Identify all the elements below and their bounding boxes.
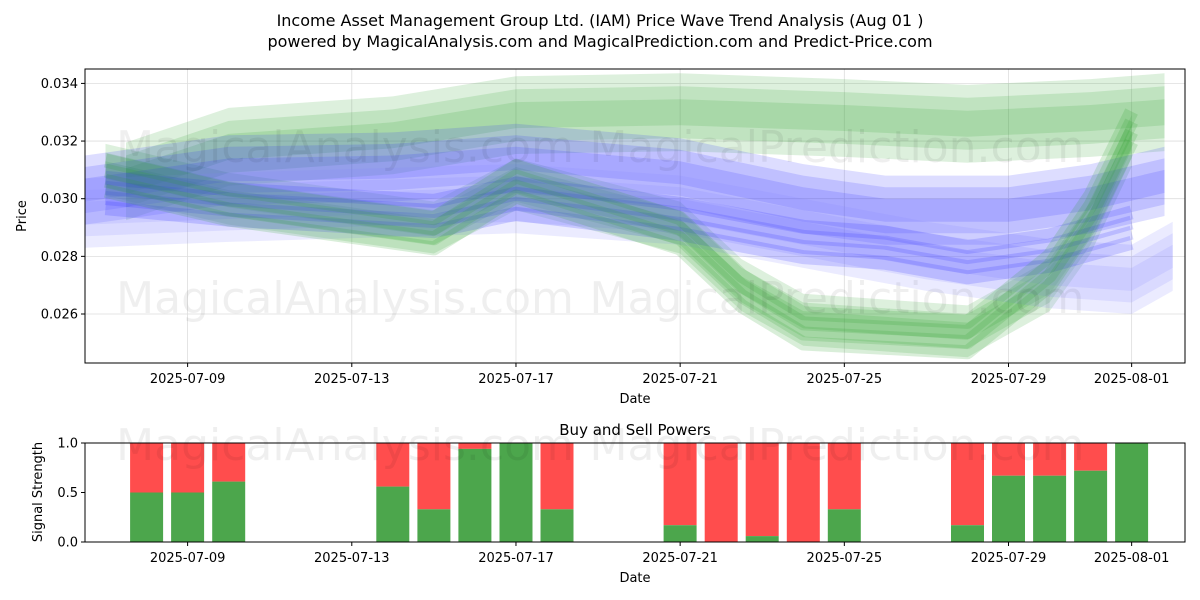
- watermark-left: MagicalAnalysis.com: [116, 122, 574, 173]
- buy-bar: [130, 492, 164, 542]
- price-x-tick-label: 2025-07-25: [807, 372, 883, 387]
- price-plot: MagicalAnalysis.com MagicalPrediction.co…: [15, 68, 1186, 407]
- price-trend-lines: [103, 108, 1138, 360]
- buy-bar: [1033, 475, 1067, 542]
- price-x-tick-label: 2025-08-01: [1094, 372, 1170, 387]
- signal-y-tick-label: 1.0: [57, 437, 78, 452]
- price-x-tick-label: 2025-07-21: [642, 372, 718, 387]
- green-trend-line: [103, 128, 1138, 350]
- buy-bar: [171, 492, 205, 542]
- price-bands: [85, 73, 1173, 358]
- sell-bar: [540, 443, 574, 510]
- green-upper-band: [126, 99, 1165, 221]
- price-grid: [85, 69, 1185, 363]
- sell-bar: [827, 443, 861, 510]
- buy-bar: [458, 448, 492, 542]
- buy-bar: [663, 525, 697, 542]
- blue-trend-line: [104, 170, 1134, 254]
- watermark-right-3: MagicalPrediction.com: [590, 420, 1085, 471]
- price-y-ticks: 0.026 0.028 0.030 0.032 0.034: [41, 77, 85, 323]
- green-upper-band: [126, 86, 1165, 208]
- green-trend-line: [103, 138, 1138, 360]
- sell-bar: [417, 443, 451, 510]
- sell-bar: [786, 443, 820, 542]
- chart-title-line1: Income Asset Management Group Ltd. (IAM)…: [277, 11, 924, 30]
- price-y-tick-label: 0.030: [41, 192, 78, 207]
- blue-main-band: [85, 123, 1165, 222]
- price-x-tick-label: 2025-07-17: [478, 372, 554, 387]
- buy-bar: [540, 509, 574, 542]
- watermark-left-2: MagicalAnalysis.com: [116, 273, 574, 324]
- buy-bar: [417, 509, 451, 542]
- watermark-right: MagicalPrediction.com: [590, 122, 1085, 173]
- sell-bar: [130, 443, 164, 493]
- signal-x-label: Date: [619, 571, 650, 586]
- price-x-tick-label: 2025-07-13: [314, 372, 390, 387]
- price-x-ticks: 2025-07-09 2025-07-13 2025-07-17 2025-07-21…: [150, 363, 1170, 387]
- sell-bar: [745, 443, 779, 537]
- buy-bar: [376, 486, 410, 542]
- signal-y-ticks: 0.0 0.5 1.0: [57, 437, 85, 551]
- sell-bar: [663, 443, 697, 526]
- blue-lower-band: [85, 164, 1173, 291]
- signal-x-tick-label: 2025-07-13: [314, 551, 390, 566]
- sell-bar: [212, 443, 246, 482]
- buy-bar: [951, 525, 984, 542]
- blue-lower-band: [85, 187, 1173, 314]
- price-y-tick-label: 0.032: [41, 135, 78, 150]
- sell-bar: [951, 443, 984, 526]
- watermark-right-2: MagicalPrediction.com: [590, 273, 1085, 324]
- signal-x-tick-label: 2025-07-29: [971, 551, 1047, 566]
- price-y-label: Price: [15, 200, 30, 232]
- buy-bar: [992, 475, 1025, 542]
- blue-lower-band: [85, 175, 1173, 303]
- signal-x-tick-label: 2025-08-01: [1094, 551, 1170, 566]
- sell-bar: [171, 443, 205, 493]
- buy-bar: [745, 536, 779, 542]
- sell-bar: [992, 443, 1025, 476]
- signal-y-tick-label: 0.5: [57, 486, 78, 501]
- price-y-tick-label: 0.026: [41, 308, 78, 323]
- signal-bars: [130, 443, 1149, 542]
- sell-bar: [704, 443, 738, 542]
- green-upper-band: [126, 73, 1165, 195]
- signal-x-ticks: 2025-07-09 2025-07-13 2025-07-17 2025-07-21…: [150, 542, 1170, 566]
- price-y-tick-label: 0.028: [41, 250, 78, 265]
- signal-plot: Buy and Sell Powers MagicalAnalysis.com …: [31, 420, 1186, 586]
- buy-bar: [1115, 443, 1149, 542]
- signal-x-tick-label: 2025-07-09: [150, 551, 226, 566]
- watermark-left-3: MagicalAnalysis.com: [116, 420, 574, 471]
- price-x-label: Date: [619, 392, 650, 407]
- buy-bar: [499, 443, 533, 542]
- green-trend-line: [103, 108, 1138, 329]
- blue-main-band: [85, 135, 1165, 234]
- price-plot-frame: [84, 68, 1186, 364]
- blue-main-band: [85, 146, 1165, 245]
- buy-bar: [212, 481, 246, 542]
- buy-bar: [827, 509, 861, 542]
- sell-bar: [458, 443, 492, 449]
- price-y-tick-label: 0.034: [41, 77, 78, 92]
- price-x-tick-label: 2025-07-09: [150, 372, 226, 387]
- blue-trend-line: [104, 180, 1134, 265]
- signal-y-label: Signal Strength: [31, 442, 46, 542]
- chart-title-line2: powered by MagicalAnalysis.com and Magic…: [267, 32, 932, 51]
- buy-bar: [1074, 470, 1108, 542]
- signal-x-tick-label: 2025-07-17: [478, 551, 554, 566]
- price-x-tick-label: 2025-07-29: [971, 372, 1047, 387]
- blue-trend-line: [104, 191, 1134, 275]
- sell-bar: [376, 443, 410, 487]
- signal-x-tick-label: 2025-07-21: [642, 551, 718, 566]
- signal-y-tick-label: 0.0: [57, 536, 78, 551]
- sell-bar: [1074, 443, 1108, 471]
- sell-bar: [1033, 443, 1067, 476]
- blue-trend-line: [104, 201, 1134, 285]
- green-trend-line: [103, 118, 1138, 339]
- signal-title: Buy and Sell Powers: [559, 421, 711, 439]
- signal-x-tick-label: 2025-07-25: [807, 551, 883, 566]
